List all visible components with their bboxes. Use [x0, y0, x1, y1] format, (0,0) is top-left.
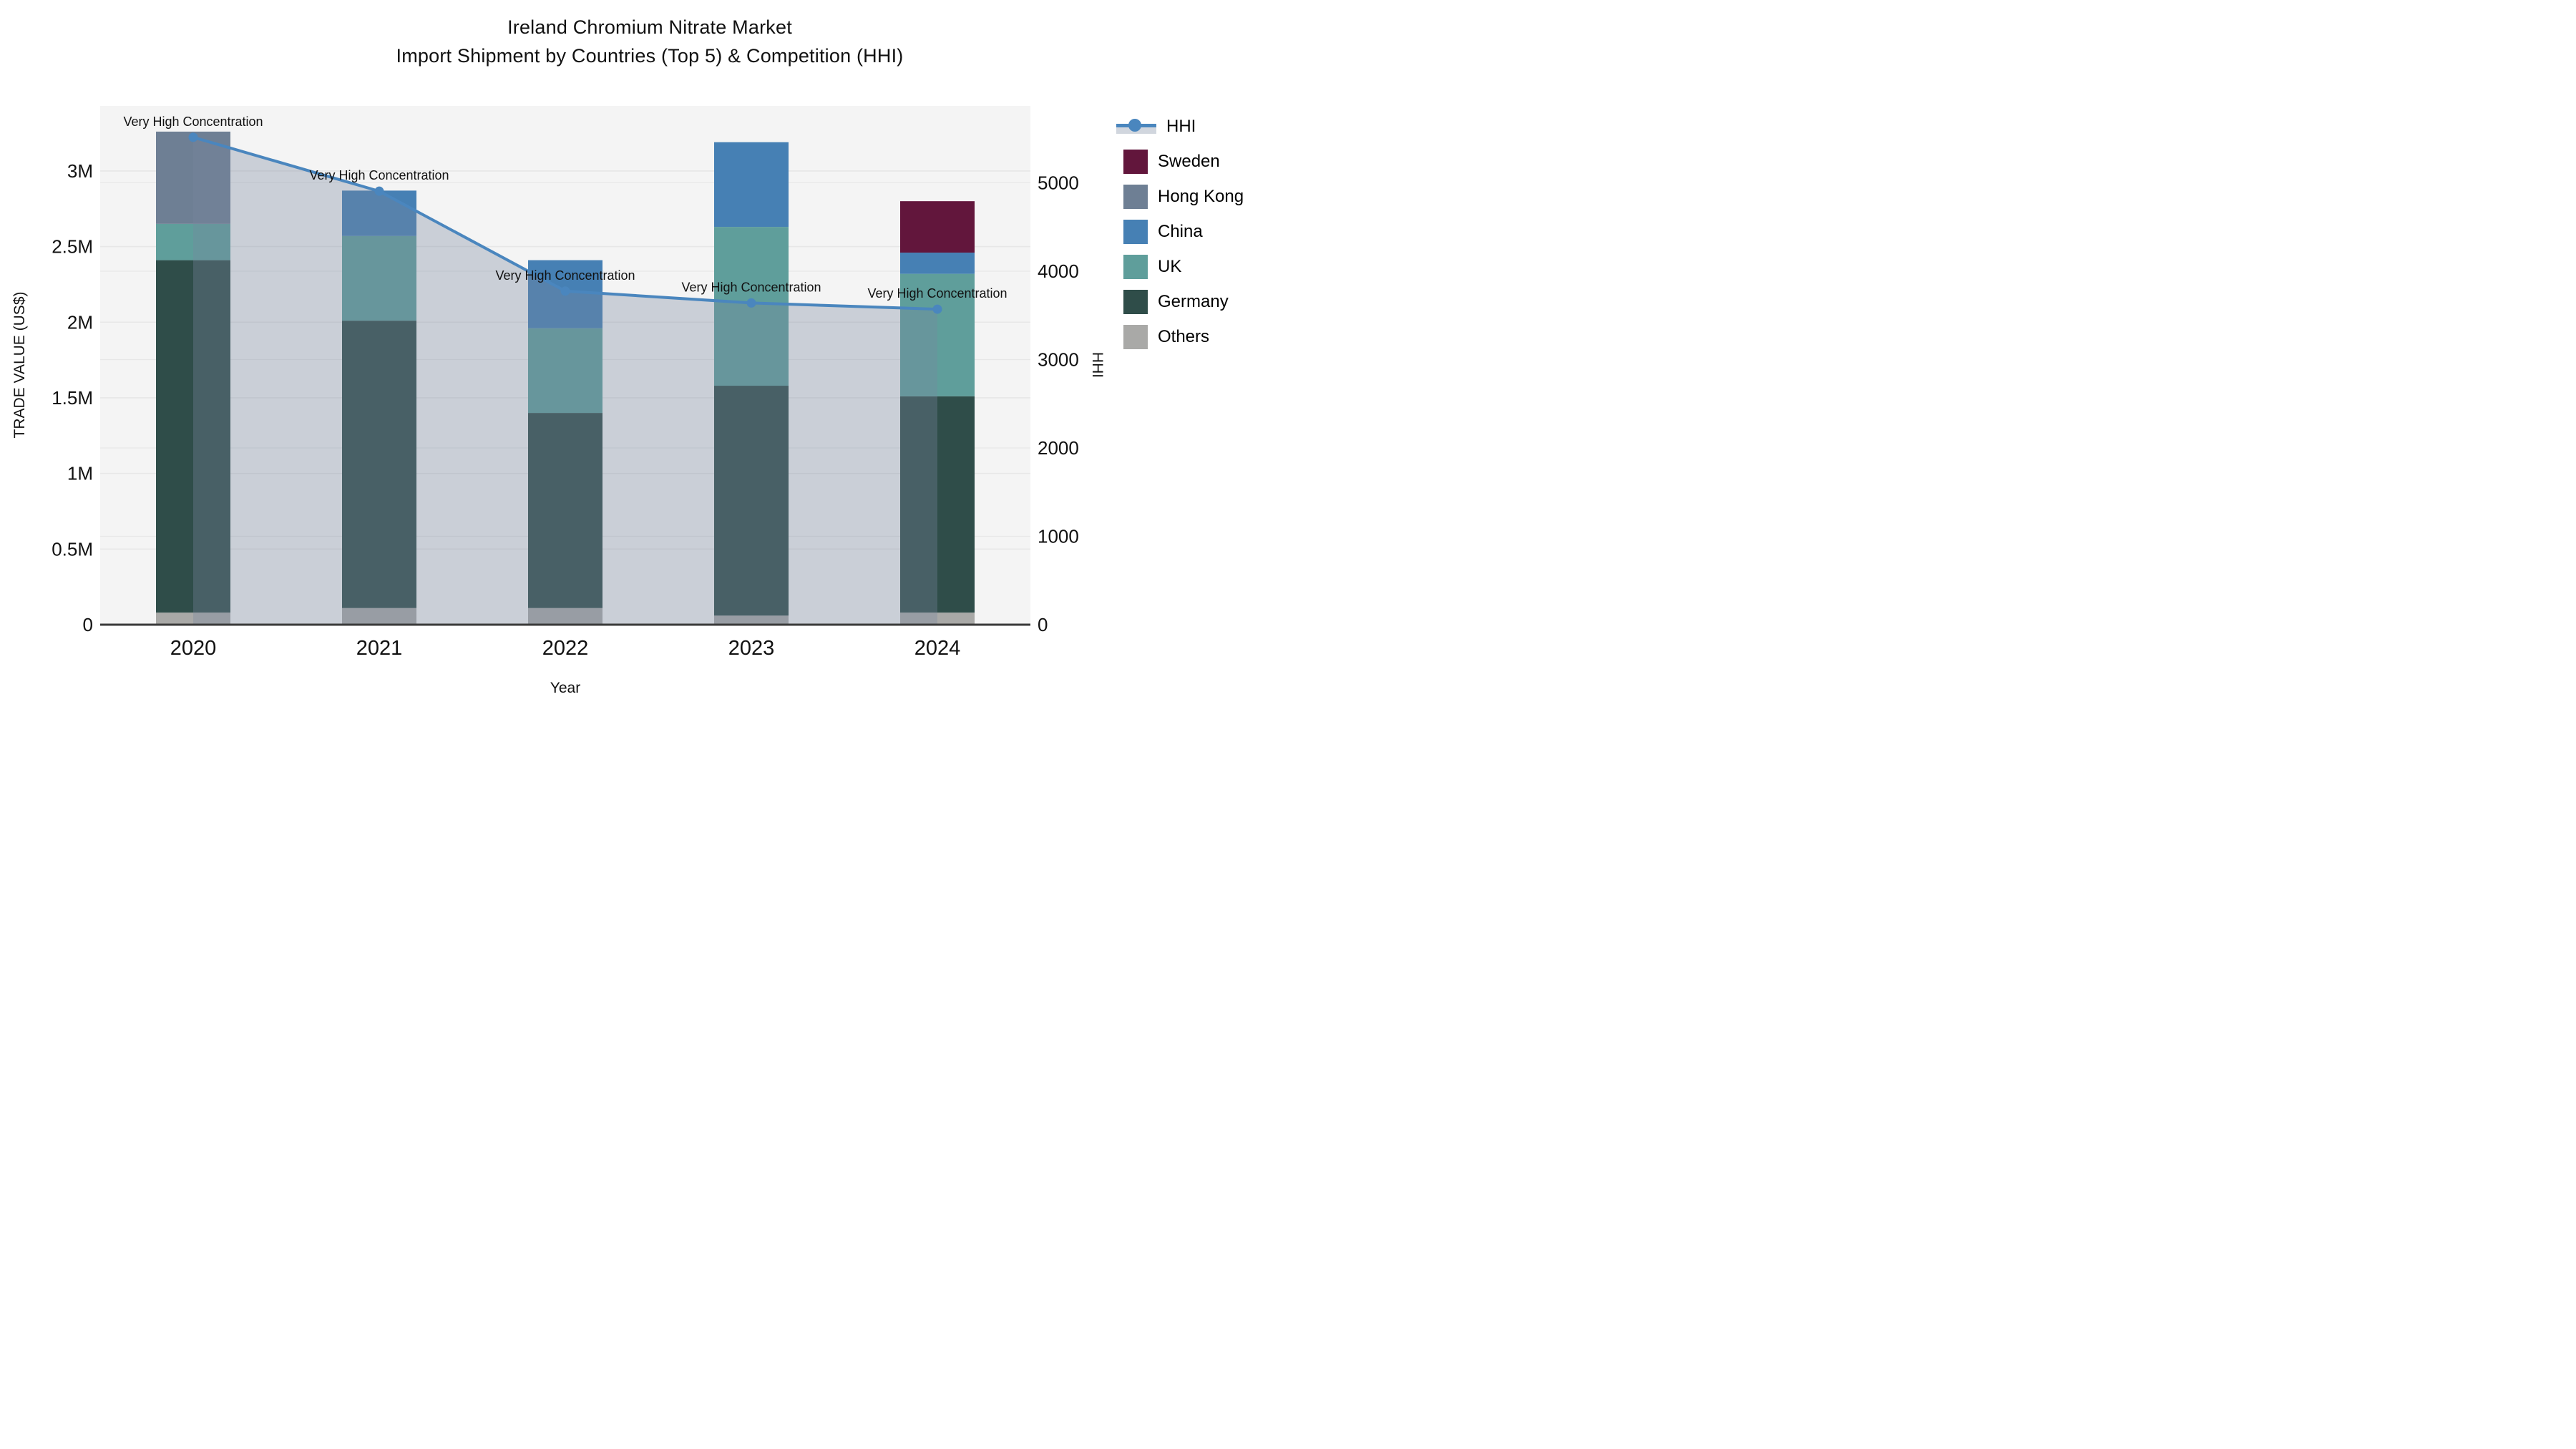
- bar-segment-others: [342, 608, 416, 625]
- y-right-tick-label: 4000: [1038, 260, 1079, 282]
- legend-item-hong-kong: Hong Kong: [1116, 183, 1244, 210]
- legend-swatch-china: [1123, 220, 1148, 244]
- hhi-marker: [374, 186, 384, 196]
- x-tick-label: 2021: [356, 637, 403, 660]
- legend-label: HHI: [1166, 117, 1196, 136]
- x-tick-label: 2024: [914, 637, 961, 660]
- bar-segment-others: [156, 613, 230, 625]
- legend-swatch-germany: [1123, 290, 1148, 314]
- y-right-tick-label: 2000: [1038, 437, 1079, 459]
- annotation-label: Very High Concentration: [495, 268, 635, 283]
- chart-title-line1: Ireland Chromium Nitrate Market: [507, 16, 792, 38]
- legend: HHI Sweden Hong Kong China UK Germany Others: [1116, 113, 1244, 351]
- legend-item-others: Others: [1116, 323, 1244, 351]
- y-left-axis-title: TRADE VALUE (US$): [11, 291, 28, 439]
- bar-segment-others: [528, 608, 602, 625]
- legend-label: China: [1158, 222, 1203, 241]
- y-right-tick-label: 3000: [1038, 348, 1079, 370]
- legend-label: Germany: [1158, 292, 1229, 311]
- bar-segment-germany: [714, 386, 789, 616]
- bar-segment-uk: [528, 328, 602, 414]
- y-left-tick-label: 2M: [67, 311, 93, 333]
- annotation-label: Very High Concentration: [867, 286, 1007, 301]
- y-right-axis-title: HHI: [1089, 351, 1106, 379]
- y-left-tick-label: 1.5M: [52, 387, 93, 409]
- annotation-label: Very High Concentration: [123, 114, 263, 129]
- bar-segment-germany: [342, 321, 416, 608]
- legend-swatch-uk: [1123, 255, 1148, 279]
- bar-segment-hong-kong: [156, 131, 230, 224]
- bar-segment-china: [342, 190, 416, 236]
- legend-swatch-sweden: [1123, 150, 1148, 174]
- bar-segment-others: [714, 615, 789, 625]
- bar-segment-uk: [900, 273, 975, 396]
- chart-title: Ireland Chromium Nitrate Market Import S…: [11, 13, 1288, 70]
- bar-segment-germany: [900, 396, 975, 613]
- legend-label: Hong Kong: [1158, 187, 1244, 206]
- x-tick-label: 2022: [542, 637, 589, 660]
- hhi-marker: [188, 132, 198, 142]
- bar-segment-germany: [528, 413, 602, 608]
- bar-segment-uk: [342, 235, 416, 321]
- hhi-line-legend-icon: [1116, 116, 1156, 137]
- plot-canvas: Very High Concentration Very High Concent…: [52, 106, 1079, 660]
- legend-item-china: China: [1116, 218, 1244, 245]
- legend-swatch-hong-kong: [1123, 185, 1148, 209]
- y-right-tick-label: 5000: [1038, 172, 1079, 193]
- y-left-tick-label: 1M: [67, 463, 93, 484]
- legend-item-uk: UK: [1116, 253, 1244, 280]
- y-right-tick-label: 0: [1038, 614, 1048, 635]
- annotation-label: Very High Concentration: [681, 280, 821, 294]
- legend-swatch-others: [1123, 325, 1148, 349]
- legend-label: Others: [1158, 327, 1210, 346]
- legend-item-germany: Germany: [1116, 288, 1244, 316]
- y-right-tick-label: 1000: [1038, 525, 1079, 547]
- bar-segment-china: [900, 253, 975, 274]
- x-tick-label: 2023: [728, 637, 775, 660]
- x-axis-title: Year: [550, 680, 581, 696]
- bar-segment-china: [714, 142, 789, 228]
- x-tick-label: 2020: [170, 637, 217, 660]
- bar-segment-others: [900, 613, 975, 625]
- bar-segment-sweden: [900, 201, 975, 253]
- figure: Ireland Chromium Nitrate Market Import S…: [0, 0, 1288, 725]
- hhi-marker-sample: [1128, 119, 1141, 132]
- legend-item-hhi: HHI: [1116, 113, 1244, 140]
- y-left-tick-label: 0.5M: [52, 538, 93, 560]
- hhi-marker: [560, 286, 570, 296]
- bar-segment-uk: [156, 223, 230, 260]
- y-left-tick-label: 3M: [67, 160, 93, 182]
- legend-label: UK: [1158, 257, 1182, 276]
- bar-segment-germany: [156, 260, 230, 613]
- y-left-tick-label: 0: [83, 614, 93, 635]
- hhi-marker: [746, 298, 756, 308]
- chart-title-line2: Import Shipment by Countries (Top 5) & C…: [396, 45, 904, 67]
- legend-label: Sweden: [1158, 152, 1220, 171]
- legend-item-sweden: Sweden: [1116, 148, 1244, 175]
- hhi-area-fill: [193, 137, 937, 625]
- y-left-tick-label: 2.5M: [52, 236, 93, 258]
- annotation-label: Very High Concentration: [309, 168, 449, 182]
- hhi-marker: [932, 304, 942, 314]
